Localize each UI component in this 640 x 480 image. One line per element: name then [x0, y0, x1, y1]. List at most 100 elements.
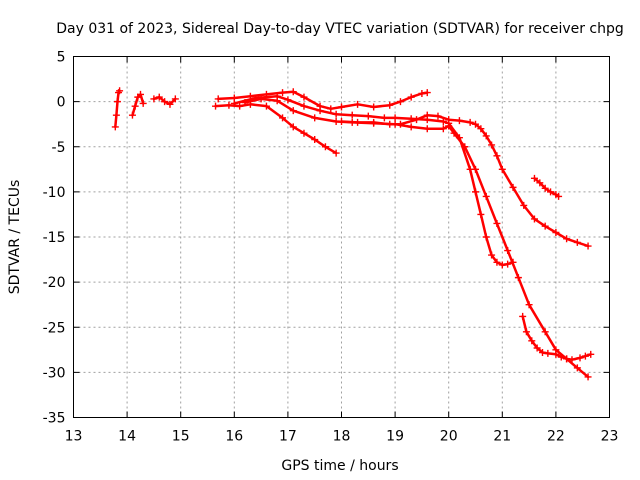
- data-point: [552, 228, 560, 236]
- x-tick-label: 18: [333, 429, 351, 445]
- series-s3: [150, 93, 179, 108]
- data-point: [541, 328, 549, 336]
- data-point: [116, 87, 124, 95]
- data-point: [530, 174, 538, 182]
- data-point: [522, 328, 530, 336]
- data-point: [539, 349, 546, 357]
- data-point: [396, 120, 404, 128]
- data-point: [391, 114, 399, 122]
- series-line: [243, 97, 590, 379]
- x-tick-label: 17: [279, 429, 297, 445]
- series-line: [214, 103, 338, 155]
- data-point: [445, 122, 453, 130]
- data-point: [111, 123, 119, 131]
- data-point: [573, 238, 581, 246]
- data-point: [552, 350, 560, 358]
- data-point: [139, 99, 147, 107]
- data-point: [434, 112, 442, 120]
- data-point: [212, 102, 220, 110]
- data-point: [128, 111, 136, 119]
- data-point: [386, 101, 394, 109]
- data-point: [225, 101, 233, 109]
- series-line: [533, 177, 560, 198]
- data-point: [348, 111, 356, 119]
- data-point: [332, 110, 340, 118]
- data-point: [530, 215, 538, 223]
- y-axis-label: SDTVAR / TECUs: [7, 180, 23, 295]
- y-tick-label: -5: [52, 140, 66, 156]
- data-point: [289, 107, 297, 115]
- y-tick-label: 0: [57, 95, 66, 111]
- data-point: [557, 353, 565, 361]
- data-point: [327, 105, 335, 113]
- data-point: [407, 123, 415, 131]
- plot-frame: [73, 56, 610, 418]
- data-point: [338, 103, 345, 111]
- data-point: [445, 116, 453, 124]
- data-point: [354, 100, 362, 108]
- data-point: [257, 95, 265, 103]
- data-point: [230, 99, 238, 107]
- data-point: [568, 356, 576, 364]
- data-point: [284, 96, 292, 104]
- data-point: [413, 116, 421, 124]
- data-point: [498, 261, 506, 269]
- data-point: [279, 114, 287, 122]
- data-point: [493, 219, 501, 227]
- data-point: [541, 222, 549, 230]
- data-point: [520, 201, 528, 209]
- data-point: [137, 90, 144, 98]
- data-point: [338, 117, 345, 125]
- data-point: [509, 183, 517, 191]
- data-point: [131, 102, 139, 110]
- data-point: [439, 125, 447, 133]
- data-point: [380, 114, 388, 122]
- data-point: [528, 337, 536, 345]
- y-tick-label: 5: [57, 50, 66, 66]
- data-point: [455, 117, 463, 125]
- x-tick-label: 14: [118, 429, 136, 445]
- series-s7: [241, 95, 592, 381]
- series-s9: [519, 312, 595, 364]
- series-line: [340, 113, 590, 248]
- data-point: [573, 364, 581, 372]
- x-tick-label: 22: [547, 429, 565, 445]
- data-point: [407, 93, 415, 101]
- x-tick-label: 23: [601, 429, 619, 445]
- data-point: [493, 258, 501, 266]
- data-point: [273, 97, 281, 105]
- series-s5: [214, 88, 431, 113]
- data-point: [364, 112, 372, 120]
- series-s1: [111, 87, 124, 131]
- data-point: [547, 188, 555, 196]
- data-point: [241, 99, 249, 107]
- data-point: [541, 184, 549, 192]
- x-tick-label: 13: [65, 429, 83, 445]
- x-tick-label: 21: [493, 429, 511, 445]
- data-point: [488, 251, 496, 259]
- data-point: [584, 373, 592, 381]
- data-point: [472, 165, 479, 173]
- data-point: [536, 179, 544, 187]
- series-layer: [111, 87, 595, 381]
- data-point: [396, 98, 404, 106]
- y-tick-label: -35: [43, 411, 66, 427]
- data-point: [493, 152, 501, 160]
- data-point: [354, 118, 362, 126]
- data-point: [316, 107, 324, 115]
- data-point: [171, 95, 179, 103]
- data-point: [461, 143, 469, 151]
- data-point: [300, 129, 308, 137]
- data-point: [236, 102, 244, 110]
- data-point: [563, 355, 571, 363]
- data-point: [525, 301, 533, 309]
- data-point: [587, 350, 595, 358]
- series-s8: [338, 111, 592, 250]
- data-point: [300, 93, 308, 101]
- data-point: [466, 118, 474, 126]
- y-tick-label: -10: [43, 185, 66, 201]
- y-tick-label: -15: [43, 230, 66, 246]
- data-point: [418, 90, 426, 98]
- data-point: [544, 349, 552, 357]
